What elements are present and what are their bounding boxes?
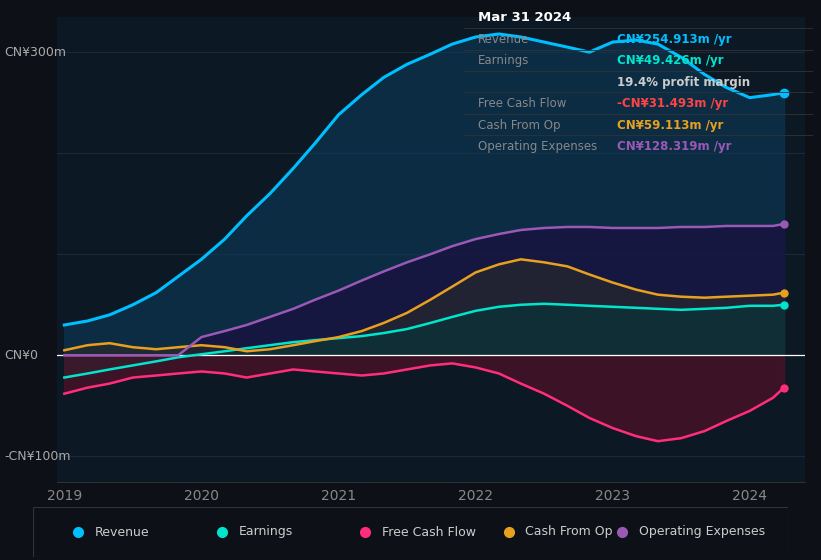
Text: -CN¥100m: -CN¥100m <box>4 450 71 463</box>
Text: Free Cash Flow: Free Cash Flow <box>382 525 476 539</box>
Text: -CN¥31.493m /yr: -CN¥31.493m /yr <box>617 97 729 110</box>
Text: CN¥0: CN¥0 <box>4 349 38 362</box>
Text: Cash From Op: Cash From Op <box>478 119 560 132</box>
Text: Operating Expenses: Operating Expenses <box>639 525 764 539</box>
Text: CN¥49.426m /yr: CN¥49.426m /yr <box>617 54 724 67</box>
Text: Earnings: Earnings <box>238 525 292 539</box>
Text: Free Cash Flow: Free Cash Flow <box>478 97 566 110</box>
Text: Revenue: Revenue <box>94 525 149 539</box>
Text: Cash From Op: Cash From Op <box>525 525 612 539</box>
Text: CN¥128.319m /yr: CN¥128.319m /yr <box>617 140 732 153</box>
Text: CN¥254.913m /yr: CN¥254.913m /yr <box>617 33 732 46</box>
Text: Revenue: Revenue <box>478 33 530 46</box>
Text: 19.4% profit margin: 19.4% profit margin <box>617 76 750 88</box>
Text: Earnings: Earnings <box>478 54 530 67</box>
Text: Operating Expenses: Operating Expenses <box>478 140 597 153</box>
Text: CN¥300m: CN¥300m <box>4 46 67 59</box>
Text: Mar 31 2024: Mar 31 2024 <box>478 11 571 25</box>
Text: CN¥59.113m /yr: CN¥59.113m /yr <box>617 119 724 132</box>
